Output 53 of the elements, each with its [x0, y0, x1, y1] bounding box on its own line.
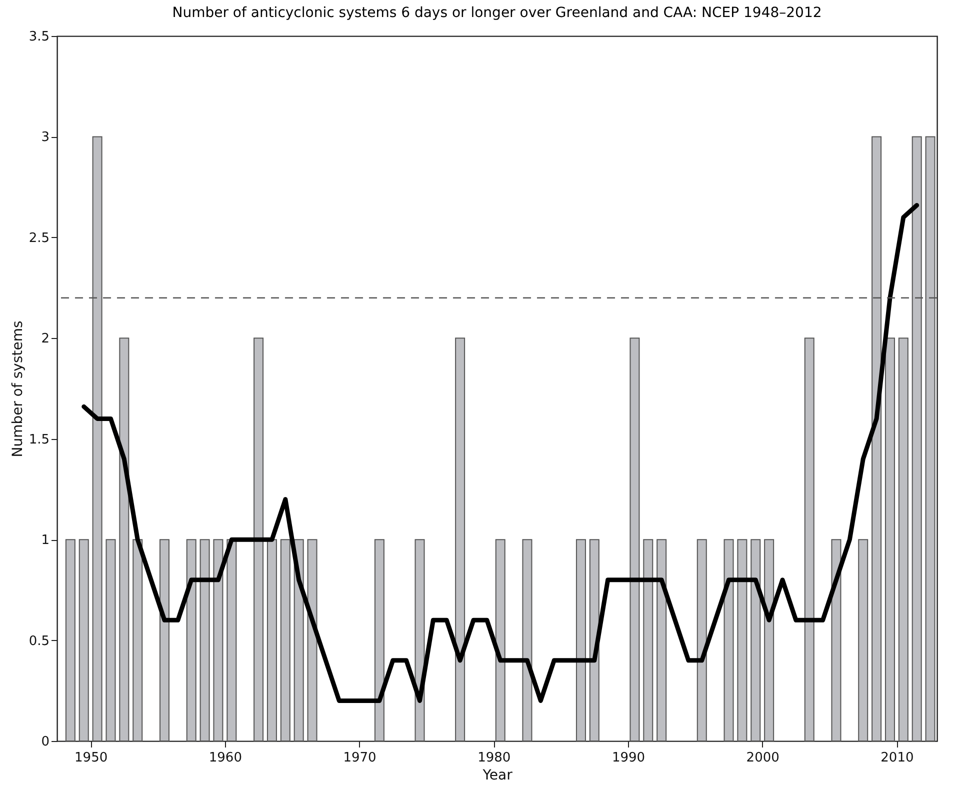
bar: [589, 539, 600, 742]
bar: [522, 539, 532, 742]
line-series: [82, 202, 920, 703]
bar: [78, 539, 89, 742]
bar: [414, 539, 425, 742]
bar: [884, 338, 895, 742]
x-tick-label: 1980: [478, 750, 511, 766]
x-tick-label: 1990: [612, 750, 646, 766]
y-tick-label: 3: [41, 130, 50, 146]
bar: [307, 539, 318, 742]
y-tick-label: 2: [41, 332, 50, 347]
bar: [254, 338, 264, 742]
bar: [643, 539, 654, 742]
chart-title: Number of anticyclonic systems 6 days or longer over Greenland and CAA: NCEP 1948–2012: [172, 5, 822, 21]
bar: [737, 539, 748, 742]
bar: [159, 539, 170, 742]
bar: [576, 539, 586, 742]
bar: [106, 539, 116, 742]
bar: [858, 539, 868, 742]
y-tick-label: 0.5: [28, 634, 50, 649]
bar: [750, 539, 761, 742]
bar: [455, 338, 466, 742]
y-tick-label: 3.5: [28, 30, 50, 44]
bar: [186, 539, 196, 742]
bar: [656, 539, 667, 742]
bar: [630, 338, 640, 742]
bar: [374, 539, 384, 742]
x-tick-label: 1950: [74, 750, 108, 766]
bar: [119, 338, 130, 742]
x-tick-label: 1970: [343, 750, 376, 766]
x-tick-label: 2000: [746, 750, 780, 766]
x-tick-label: 2010: [880, 750, 914, 766]
bar: [200, 539, 210, 742]
bar: [65, 539, 76, 742]
bar: [804, 338, 814, 742]
x-tick-label: 1960: [208, 750, 242, 766]
bar: [132, 539, 143, 742]
bar: [495, 539, 506, 742]
bar: [280, 539, 290, 742]
y-axis-title: Number of systems: [10, 320, 26, 458]
bar: [266, 539, 277, 742]
bar: [696, 539, 707, 742]
y-tick-label: 1: [41, 533, 50, 548]
y-tick-label: 1.5: [28, 432, 50, 448]
bar: [226, 539, 237, 742]
bar: [898, 338, 908, 742]
y-tick-label: 2.5: [28, 230, 50, 246]
y-tick-label: 0: [41, 734, 50, 750]
bar: [764, 539, 774, 742]
x-axis-title: Year: [482, 768, 513, 784]
bar: [724, 539, 734, 742]
bar: [831, 539, 842, 742]
bar: [213, 539, 224, 742]
